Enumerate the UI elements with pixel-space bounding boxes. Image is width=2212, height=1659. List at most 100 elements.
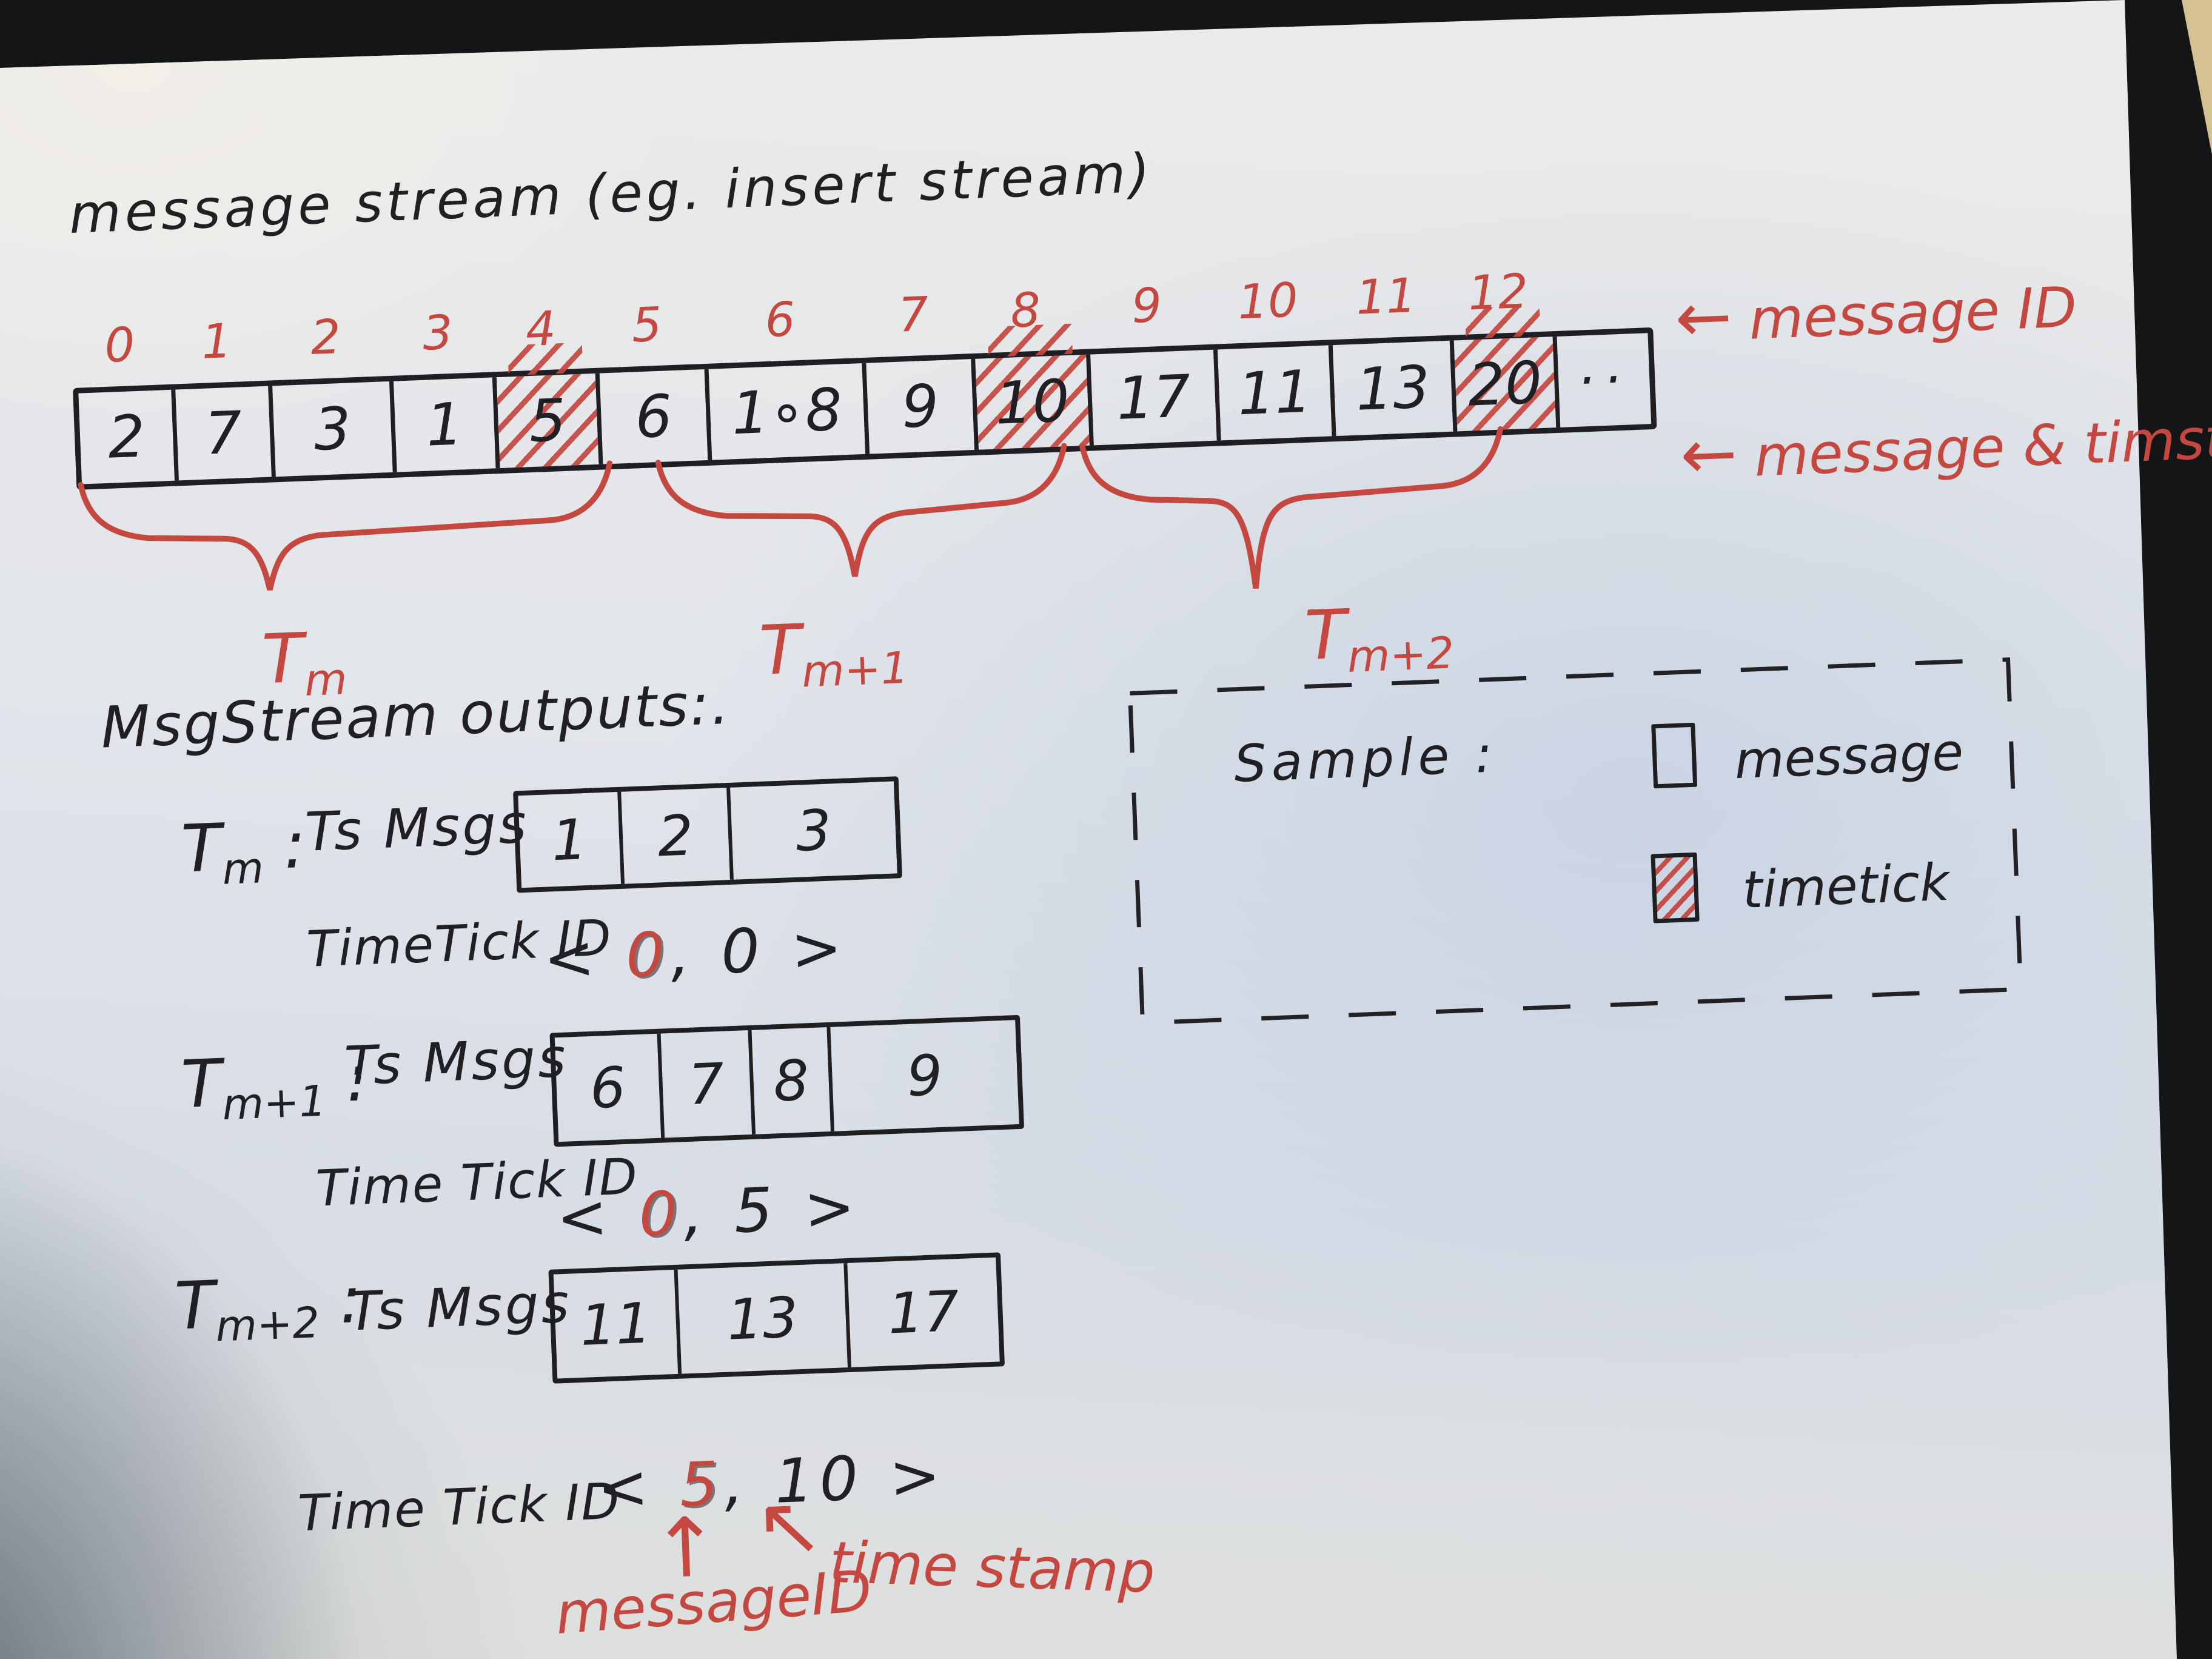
stream-cell-value: 17 (1115, 362, 1192, 433)
tick-second-value: 5 (732, 1174, 780, 1247)
tick-first-value: 0 (637, 1178, 685, 1251)
ts-msgs-label: Ts Msgs (343, 1026, 569, 1098)
tick-close-bracket: > (862, 1439, 948, 1514)
stream-cell-value: 9 (900, 372, 940, 441)
stream-cell: ·· (1557, 333, 1652, 427)
window-label-base: T (179, 1045, 223, 1123)
stream-cell: 10 (975, 323, 1094, 450)
index-label: 6 (764, 292, 797, 349)
ts-msgs-label: Ts Msgs (304, 792, 530, 863)
stream-cell: 2 (78, 389, 179, 484)
window-label-sub: m+1 (221, 1076, 327, 1130)
stream-cell: 11 (1217, 345, 1336, 441)
brace-label: Tm+2 (1304, 591, 1455, 684)
msgs-cell: 3 (794, 797, 833, 864)
stream-cell-value: 1 (424, 390, 464, 460)
annotation: ← message ID (1674, 264, 2078, 358)
timestamp-label: time stamp (828, 1529, 1156, 1606)
msgs-cell: 13 (677, 1263, 851, 1374)
tick-close-bracket: > (777, 1171, 862, 1245)
legend-item-label: timetick (1741, 852, 1951, 920)
tick-comma: , (682, 1176, 736, 1249)
window-label: Tm+2 : (173, 1262, 363, 1353)
msgs-cell: 9 (905, 1042, 944, 1109)
tick-second-value: 0 (720, 914, 768, 988)
ts-msgs-box: 11 13 17 (548, 1252, 1005, 1384)
brace-label: Tm+1 (758, 606, 910, 699)
timetick-hatch-spill (1464, 306, 1541, 339)
stream-cell-value: 2 (106, 402, 147, 472)
window-label-base: T (179, 810, 223, 888)
index-label: 3 (421, 305, 454, 361)
tick-first-value: 0 (624, 918, 672, 991)
left-arrow-icon: ← (1678, 414, 1739, 495)
window-label-colon: : (261, 806, 307, 885)
stream-cell-value: 20 (1466, 349, 1544, 420)
up-left-arrow-icon: ↖ (752, 1476, 826, 1575)
msgs-cell: 17 (886, 1278, 960, 1346)
stream-cell: 17 (1090, 349, 1221, 446)
stream-cell-value: 1∘8 (730, 375, 844, 448)
window-label: Tm : (180, 807, 307, 896)
brace-label-sub: m+1 (800, 642, 910, 697)
left-arrow-icon: ← (1674, 276, 1734, 358)
msgs-cell: 6 (554, 1033, 665, 1142)
tick-close-bracket: > (764, 911, 850, 986)
timetick-hatch-spill (987, 323, 1073, 357)
annotation-label: message & timstamp (1753, 401, 2212, 489)
legend-box: Sample : message timetick (1125, 655, 2025, 1028)
stream-cell: 1∘8 (708, 363, 870, 460)
index-label: 5 (631, 297, 663, 354)
brace-label-sub: m+2 (1346, 627, 1455, 682)
stream-cell: 6 (599, 369, 712, 464)
window-label-sub: m (221, 843, 265, 894)
window-label-base: T (173, 1267, 216, 1345)
stream-cell: 5 (496, 342, 603, 469)
window-brace (78, 460, 613, 591)
legend-swatch-timetick-icon (1651, 852, 1700, 923)
timetick-hatch-spill (507, 342, 584, 376)
brace-label-base: T (757, 610, 803, 691)
tick-comma: , (669, 916, 723, 990)
stream-cell: 20 (1453, 306, 1561, 432)
timetick-id-value: < 0, 0 > (542, 912, 849, 994)
msgs-cell: 2 (621, 787, 734, 884)
stream-cell-value: 13 (1354, 353, 1432, 424)
msgs-cell: 1 (518, 791, 625, 888)
legend-swatch-message-icon (1651, 722, 1698, 789)
stream-cell-value: 5 (528, 386, 568, 456)
window-label: Tm+1 : (180, 1040, 370, 1131)
stream-cell-value: 10 (994, 366, 1071, 438)
index-label: 7 (897, 287, 930, 343)
index-label: 1 (200, 313, 233, 370)
msgs-cell: 11 (553, 1269, 682, 1379)
window-label-sub: m+2 (214, 1298, 321, 1352)
stream-cell: 1 (393, 377, 500, 472)
stream-cell: 13 (1332, 340, 1458, 437)
ts-msgs-label: Ts Msgs (346, 1272, 573, 1343)
annotation-label: message ID (1748, 275, 2078, 352)
index-label: 11 (1355, 268, 1418, 326)
index-label: 10 (1236, 273, 1299, 330)
index-label: 2 (309, 310, 342, 366)
tick-open-bracket: < (555, 1179, 640, 1254)
tick-open-bracket: < (542, 920, 628, 994)
msgs-cell: 7 (660, 1030, 756, 1138)
stream-cell-value: 6 (634, 382, 674, 452)
brace-label-base: T (1303, 595, 1349, 676)
index-label: 0 (103, 318, 136, 374)
stream-cell-value: 7 (203, 398, 244, 468)
window-braces (78, 426, 1504, 591)
stream-cell: 9 (866, 358, 979, 454)
legend-item-label: message (1733, 722, 1965, 791)
legend-title: Sample : (1233, 724, 1498, 794)
stream-cell-value: 3 (312, 394, 353, 464)
window-brace (655, 443, 1067, 577)
msgs-cell: 8 (751, 1027, 834, 1134)
stream-cell-value: 11 (1236, 357, 1313, 429)
stream-cell: 3 (272, 381, 397, 477)
index-label: 9 (1130, 278, 1163, 334)
